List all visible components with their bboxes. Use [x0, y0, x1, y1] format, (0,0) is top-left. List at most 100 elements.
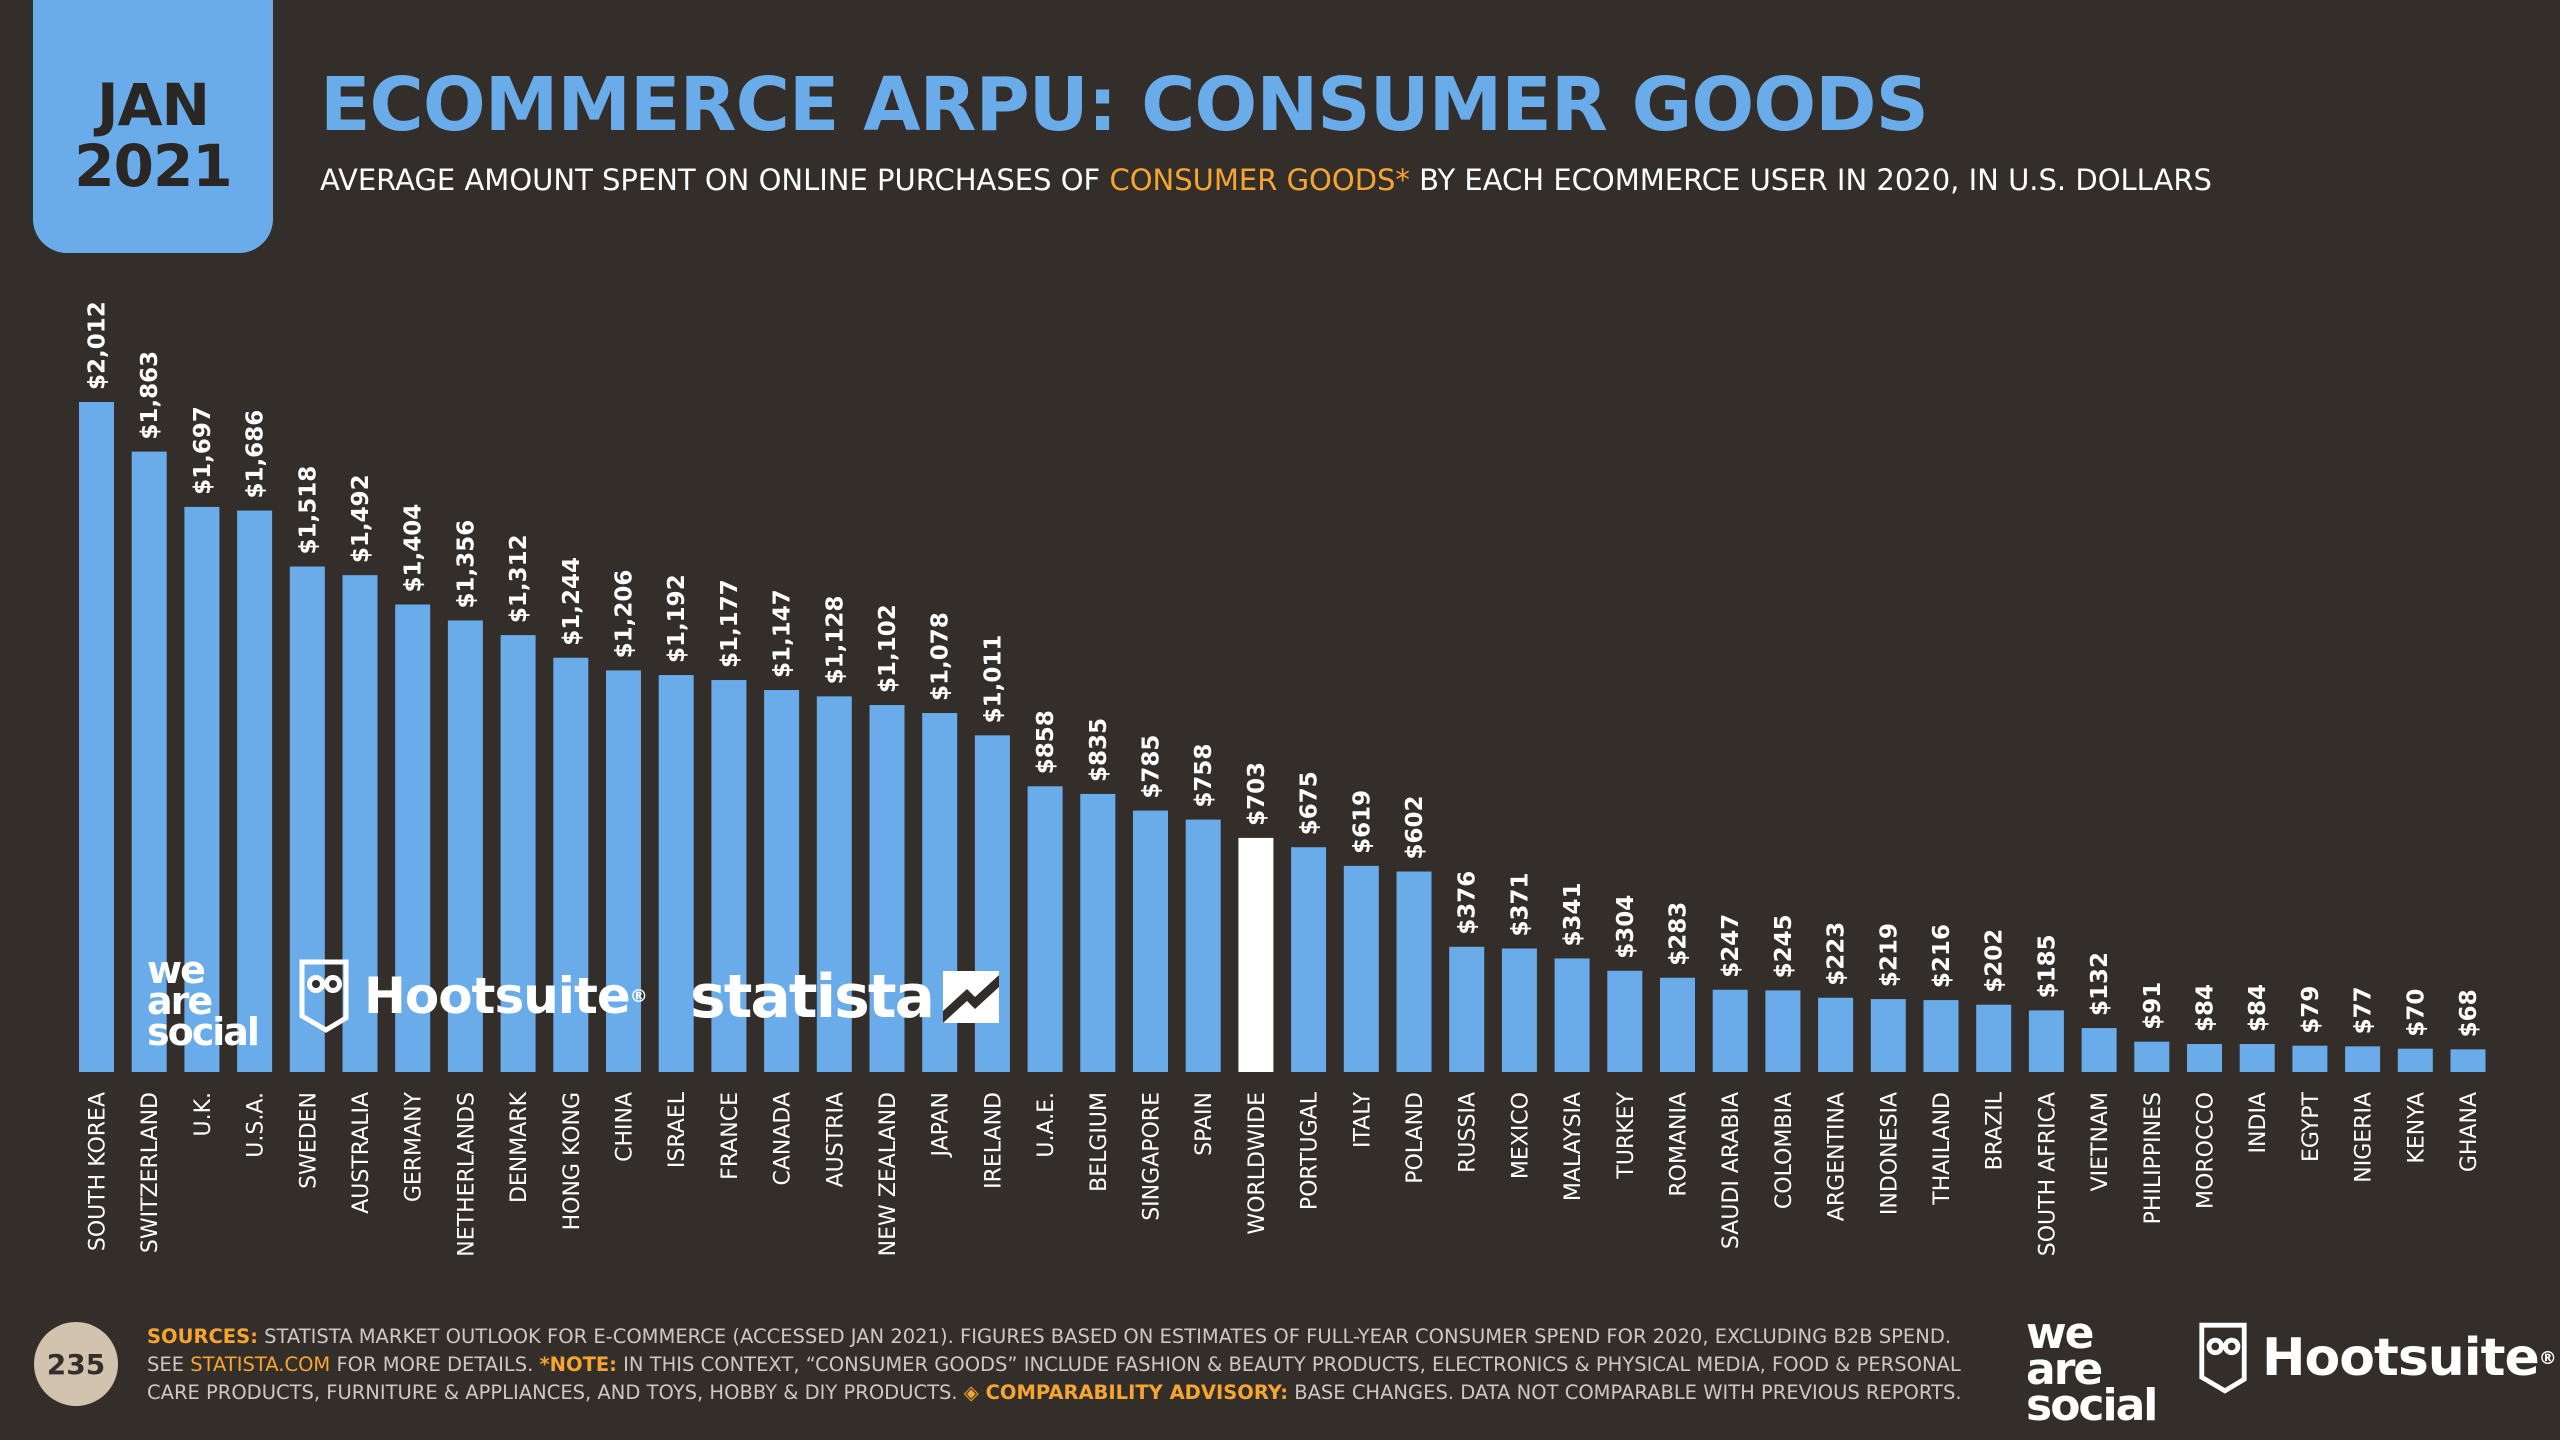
value-label-china: $1,206	[612, 570, 638, 659]
bar-mexico	[1501, 948, 1537, 1072]
category-label-romania: ROMANIA	[1667, 1092, 1692, 1197]
value-label-egypt: $79	[2298, 986, 2324, 1034]
bar-singapore	[1133, 810, 1168, 1072]
value-label-sweden: $1,518	[295, 466, 321, 555]
value-label-nigeria: $77	[2351, 986, 2377, 1034]
advisory-text: BASE CHANGES. DATA NOT COMPARABLE WITH P…	[1288, 1381, 1962, 1404]
value-label-israel: $1,192	[664, 574, 690, 663]
sources-label: SOURCES:	[147, 1325, 258, 1348]
category-label-saudi-arabia: SAUDI ARABIA	[1719, 1092, 1744, 1249]
category-label-hong-kong: HONG KONG	[560, 1092, 585, 1230]
value-label-philippines: $91	[2140, 982, 2166, 1030]
statista-watermark: statista	[690, 962, 1000, 1032]
value-label-argentina: $223	[1824, 922, 1850, 986]
value-label-ireland: $1,011	[980, 635, 1006, 724]
category-label-singapore: SINGAPORE	[1140, 1092, 1165, 1221]
category-label-u-k: U.K.	[191, 1092, 216, 1137]
category-label-indonesia: INDONESIA	[1877, 1092, 1902, 1215]
category-label-argentina: ARGENTINA	[1825, 1092, 1850, 1221]
category-label-switzerland: SWITZERLAND	[138, 1092, 163, 1253]
value-label-u-k: $1,697	[190, 406, 216, 495]
bar-france	[711, 680, 747, 1072]
category-label-israel: ISRAEL	[665, 1091, 690, 1168]
value-label-canada: $1,147	[770, 589, 796, 678]
category-label-japan: JAPAN	[929, 1092, 954, 1159]
value-label-colombia: $245	[1771, 914, 1797, 978]
category-label-malaysia: MALAYSIA	[1561, 1092, 1586, 1201]
note-label: *NOTE:	[539, 1353, 617, 1376]
category-label-egypt: EGYPT	[2299, 1091, 2324, 1162]
bar-denmark	[500, 635, 536, 1072]
value-label-vietnam: $132	[2087, 952, 2113, 1016]
value-label-japan: $1,078	[928, 612, 954, 701]
statista-link[interactable]: STATISTA.COM	[190, 1353, 331, 1376]
category-label-mexico: MEXICO	[1508, 1092, 1533, 1179]
category-label-india: INDIA	[2246, 1092, 2271, 1153]
category-label-kenya: KENYA	[2404, 1092, 2429, 1164]
bar-thailand	[1923, 1000, 1959, 1072]
note-text: IN THIS CONTEXT, “CONSUMER GOODS” INCLUD…	[147, 1353, 1961, 1404]
value-label-u-s-a: $1,686	[243, 410, 269, 499]
value-label-saudi-arabia: $247	[1718, 914, 1744, 978]
statista-icon	[943, 971, 1000, 1023]
bar-malaysia	[1554, 958, 1590, 1072]
bar-ghana	[2450, 1049, 2486, 1072]
weare-line-3: social	[147, 1010, 260, 1055]
hootsuite-logo-text: Hootsuite	[2262, 1328, 2540, 1388]
bar-canada	[764, 690, 800, 1072]
bar-saudi-arabia	[1712, 989, 1748, 1072]
page-title: ECOMMERCE ARPU: CONSUMER GOODS	[320, 62, 1929, 148]
category-label-austria: AUSTRIA	[823, 1092, 848, 1187]
value-label-worldwide: $703	[1244, 762, 1270, 826]
value-label-ghana: $68	[2456, 989, 2482, 1037]
value-label-south-korea: $2,012	[85, 301, 111, 390]
we-are-social-watermark: we are social	[147, 951, 260, 1055]
bar-colombia	[1765, 990, 1801, 1072]
logo-weare-line-2: are	[2026, 1344, 2103, 1396]
value-label-germany: $1,404	[401, 504, 427, 593]
bar-indonesia	[1870, 999, 1906, 1072]
bar-poland	[1396, 871, 1432, 1072]
bar-india	[2239, 1044, 2275, 1072]
bar-philippines	[2134, 1041, 2170, 1072]
hootsuite-watermark: Hootsuite ®	[296, 958, 648, 1034]
value-label-south-africa: $185	[2034, 934, 2060, 998]
bar-south-africa	[2028, 1010, 2064, 1072]
bar-south-korea	[79, 402, 114, 1072]
bar-germany	[395, 604, 431, 1072]
bar-u-s-a	[237, 510, 273, 1072]
value-label-singapore: $785	[1139, 735, 1165, 799]
sources-footnote: SOURCES: STATISTA MARKET OUTLOOK FOR E-C…	[147, 1323, 1967, 1407]
value-label-malaysia: $341	[1560, 882, 1586, 946]
value-label-india: $84	[2245, 984, 2271, 1032]
value-label-indonesia: $219	[1876, 923, 1902, 987]
subtitle-post: BY EACH ECOMMERCE USER IN 2020, IN U.S. …	[1409, 163, 2212, 197]
bar-belgium	[1080, 793, 1116, 1072]
category-label-vietnam: VIETNAM	[2088, 1092, 2113, 1191]
bar-new-zealand	[869, 705, 905, 1072]
more-text: FOR MORE DETAILS.	[330, 1353, 540, 1376]
value-label-spain: $758	[1191, 744, 1217, 808]
bar-nigeria	[2345, 1046, 2381, 1072]
statista-text: statista	[690, 962, 935, 1032]
subtitle-pre: AVERAGE AMOUNT SPENT ON ONLINE PURCHASES…	[320, 163, 1110, 197]
bar-turkey	[1607, 970, 1643, 1072]
value-label-belgium: $835	[1086, 718, 1112, 782]
bar-vietnam	[2081, 1028, 2117, 1072]
category-label-australia: AUSTRALIA	[349, 1092, 374, 1214]
bar-portugal	[1291, 847, 1327, 1072]
category-label-netherlands: NETHERLANDS	[454, 1092, 479, 1257]
value-label-austria: $1,128	[822, 596, 848, 685]
owl-icon	[299, 959, 349, 1033]
category-label-worldwide: WORLDWIDE	[1245, 1092, 1270, 1235]
logo-weare-line-3: social	[2026, 1380, 2158, 1432]
we-are-social-logo: we are social	[2026, 1311, 2158, 1432]
value-label-u-a-e: $858	[1033, 710, 1059, 774]
category-label-thailand: THAILAND	[1930, 1092, 1955, 1206]
bar-spain	[1185, 819, 1221, 1072]
category-label-colombia: COLOMBIA	[1772, 1092, 1797, 1209]
bar-chart: $2,012 SOUTH KOREA $1,863 SWITZERLAND $1,697…	[79, 301, 2486, 1257]
value-label-france: $1,177	[717, 579, 743, 668]
category-label-sweden: SWEDEN	[296, 1092, 321, 1189]
hootsuite-logo: Hootsuite ®	[2196, 1320, 2557, 1396]
